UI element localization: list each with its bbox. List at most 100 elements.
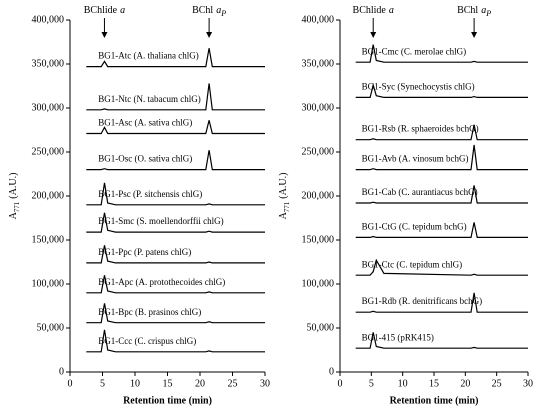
- x-tick-label: 10: [130, 378, 140, 389]
- annotation: BChl aP: [457, 5, 491, 18]
- annotation-text: BChl: [192, 5, 213, 16]
- x-tick-label: 15: [429, 378, 439, 389]
- annotation-sub: P: [485, 9, 491, 18]
- annotation: BChlide a: [84, 5, 125, 16]
- y-tick-label: 400,000: [32, 14, 65, 25]
- x-tick-label: 5: [369, 378, 374, 389]
- trace-label: BG1-Atc (A. thaliana chlG): [98, 51, 198, 61]
- annotation-italic: a: [389, 5, 394, 16]
- trace: [355, 144, 528, 171]
- x-tick-label: 30: [523, 378, 533, 389]
- annotation-italic: a: [216, 5, 221, 16]
- trace: [86, 329, 265, 353]
- trace-label: BG1-Ppc (P. patens chlG): [98, 247, 191, 257]
- trace: [355, 258, 528, 276]
- trace-label: BG1-Ccc (C. crispus chlG): [98, 336, 196, 346]
- x-axis-label: Retention time (min): [123, 395, 212, 406]
- x-tick-label: 10: [398, 378, 408, 389]
- annotation-italic: a: [120, 5, 125, 16]
- annotation-sub: P: [220, 9, 226, 18]
- trace-label: BG1-Apc (A. protothecoides chlG): [98, 277, 225, 287]
- trace-label: BG1-Psc (P. sitchensis chlG): [98, 189, 202, 199]
- y-tick-label: 200,000: [32, 190, 65, 201]
- y-tick-label: 0: [59, 366, 64, 377]
- y-tick-label: 300,000: [302, 102, 335, 113]
- chart-panel: 0 50,000 100,000 150,000 200,000 250,000 300,0…: [278, 5, 533, 406]
- y-tick-label: 150,000: [32, 234, 65, 245]
- y-label-unit: (A.U.): [278, 173, 289, 199]
- y-tick-label: 50,000: [307, 322, 335, 333]
- trace-label: BG1-Rsb (R. sphaeroides bchG): [362, 124, 479, 134]
- x-tick-label: 0: [338, 378, 343, 389]
- trace-label: BG1-Avb (A. vinosum bchG): [362, 154, 469, 164]
- trace-label: BG1-CtG (C. tepidum bchG): [362, 221, 467, 231]
- x-tick-label: 25: [228, 378, 238, 389]
- x-tick-label: 20: [195, 378, 205, 389]
- y-tick-label: 100,000: [32, 278, 65, 289]
- trace-label: BG1-Rdb (R. denitrificans bchG): [362, 296, 482, 306]
- arrow-head: [101, 32, 108, 38]
- trace: [355, 124, 528, 141]
- trace: [86, 303, 265, 324]
- y-tick-label: 0: [329, 366, 334, 377]
- x-axis-label: Retention time (min): [390, 395, 479, 406]
- trace: [355, 185, 528, 204]
- y-tick-label: 400,000: [302, 14, 335, 25]
- annotation-text: BChlide: [353, 5, 387, 16]
- trace-label: BG1-Bpc (B. prasinos chlG): [98, 307, 201, 317]
- y-label-unit: (A.U.): [8, 173, 19, 199]
- y-tick-label: 350,000: [302, 58, 335, 69]
- trace: [86, 212, 265, 233]
- y-tick-label: 300,000: [32, 102, 65, 113]
- annotation-italic: a: [481, 5, 486, 16]
- trace-label: BG1-Ntc (N. tabacum chlG): [98, 94, 200, 104]
- x-tick-label: 20: [460, 378, 470, 389]
- arrow-head: [471, 32, 478, 38]
- x-tick-label: 30: [260, 378, 270, 389]
- y-label-main: A: [278, 211, 289, 219]
- annotation: BChlide a: [353, 5, 394, 16]
- trace-label: BG1-415 (pRK415): [362, 332, 434, 342]
- y-tick-label: 250,000: [302, 146, 335, 157]
- annotation: BChl aP: [192, 5, 226, 18]
- trace: [355, 44, 528, 63]
- trace-label: BG1-Asc (A. sativa chlG): [98, 118, 192, 128]
- y-label-main: A: [8, 211, 19, 219]
- arrow-head: [370, 32, 377, 38]
- y-tick-label: 100,000: [302, 278, 335, 289]
- trace: [86, 245, 265, 264]
- trace-label: BG1-Cab (C. aurantiacus bchG): [362, 187, 478, 197]
- y-tick-label: 200,000: [302, 190, 335, 201]
- y-axis-label: A771 (A.U.): [278, 173, 290, 220]
- trace: [355, 222, 528, 238]
- y-tick-label: 250,000: [32, 146, 65, 157]
- y-axis-label: A771 (A.U.): [8, 173, 20, 220]
- trace: [355, 332, 528, 349]
- trace: [86, 48, 265, 68]
- trace: [86, 83, 265, 111]
- trace-label: BG1-Osc (O. sativa chlG): [98, 154, 192, 164]
- trace: [86, 182, 265, 206]
- x-tick-label: 5: [100, 378, 105, 389]
- arrow-head: [206, 32, 213, 38]
- y-tick-label: 150,000: [302, 234, 335, 245]
- chart-panel: 0 50,000 100,000 150,000 200,000 250,000 300,0…: [8, 5, 270, 406]
- x-tick-label: 15: [163, 378, 173, 389]
- annotation-text: BChl: [457, 5, 478, 16]
- annotation-text: BChlide: [84, 5, 118, 16]
- x-tick-label: 0: [68, 378, 73, 389]
- trace: [86, 150, 265, 171]
- trace: [355, 292, 528, 313]
- y-label-sub: 771: [13, 201, 21, 212]
- trace-label: BG1-Ctc (C. tepidum chlG): [362, 259, 463, 269]
- y-tick-label: 50,000: [37, 322, 65, 333]
- trace-label: BG1-Smc (S. moellendorffii chlG): [98, 216, 223, 226]
- trace: [86, 120, 265, 135]
- trace-label: BG1-Syc (Synechocystis chlG): [362, 82, 475, 92]
- y-label-sub: 771: [283, 201, 291, 212]
- y-tick-label: 350,000: [32, 58, 65, 69]
- trace: [355, 82, 528, 98]
- trace: [86, 275, 265, 294]
